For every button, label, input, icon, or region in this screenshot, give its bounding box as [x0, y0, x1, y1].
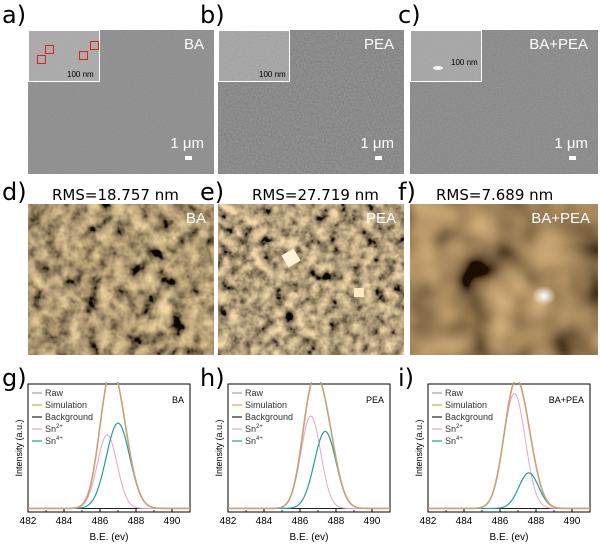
panel-label-b: b): [200, 1, 225, 29]
x-tick-label: 490: [564, 516, 581, 527]
sem-image-ba-pea: 100 nm BA+PEA 1 μm: [410, 30, 598, 174]
roi-marker: [90, 41, 99, 50]
roi-marker: [45, 45, 54, 54]
plot-frame: [227, 383, 391, 513]
scale-bar: [375, 156, 382, 160]
inset-scale-label: 100 nm: [451, 58, 478, 67]
scale-bar-label: 1 μm: [360, 135, 394, 152]
panel-label-e: e): [200, 178, 225, 206]
sem-inset-ba: 100 nm: [28, 30, 100, 82]
sem-image-pea: 100 nm PEA 1 μm: [218, 30, 404, 174]
afm-topography: [218, 204, 404, 355]
scale-bar: [569, 156, 576, 160]
series-sn4: [428, 472, 590, 510]
legend-label: Simulation: [445, 400, 487, 410]
x-tick-label: 484: [256, 516, 273, 527]
sem-sample-tag: BA+PEA: [529, 36, 588, 53]
x-axis-label: B.E. (ev): [290, 532, 329, 543]
series-simulation: [28, 382, 190, 509]
x-tick-label: 484: [456, 516, 473, 527]
legend-label: Simulation: [45, 400, 87, 410]
afm-sample-tag: BA+PEA: [531, 210, 590, 227]
rms-label-pea: RMS=27.719 nm: [252, 186, 379, 204]
y-axis-label: Intensity (a.u.): [214, 419, 224, 476]
xps-chart-ba: 482 484 486 488 490 B.E. (ev) Intensity (a.u.)…: [14, 382, 191, 543]
chart-title: BA+PEA: [549, 395, 584, 405]
x-tick-label: 490: [164, 516, 181, 527]
plot-frame: [27, 383, 191, 513]
sem-inset-ba-pea: 100 nm: [410, 30, 482, 82]
x-tick-label: 484: [56, 516, 73, 527]
legend-label: Raw: [245, 388, 264, 398]
x-tick-label: 486: [92, 516, 109, 527]
inset-scale-label: 100 nm: [259, 70, 286, 79]
sem-inset-pea: 100 nm: [218, 30, 290, 82]
rms-label-ba: RMS=18.757 nm: [52, 186, 179, 204]
x-tick-label: 482: [20, 516, 37, 527]
sem-texture: [28, 30, 214, 174]
series-sn2: [428, 392, 590, 509]
roi-marker: [37, 55, 46, 64]
legend-label: Sn2+: [445, 424, 463, 434]
sem-sample-tag: PEA: [363, 36, 394, 53]
panel-label-d: d): [2, 178, 27, 206]
x-axis-label: B.E. (ev): [90, 532, 129, 543]
afm-topography: [410, 204, 598, 355]
legend-label: Background: [445, 412, 493, 422]
xps-chart-pea: 482 484 486 488 490 B.E. (ev) Intensity (a.u.)…: [214, 382, 391, 543]
series-simulation: [428, 382, 590, 509]
legend-label: Simulation: [245, 400, 287, 410]
plot-frame: [427, 383, 591, 513]
scale-bar-label: 1 μm: [170, 135, 204, 152]
y-axis-label: Intensity (a.u.): [414, 419, 424, 476]
legend-label: Background: [245, 412, 293, 422]
roi-marker: [79, 51, 88, 60]
y-axis-label: Intensity (a.u.): [14, 419, 24, 476]
afm-image-ba: BA: [28, 204, 214, 355]
legend-label: Sn2+: [245, 424, 263, 434]
x-tick-label: 482: [420, 516, 437, 527]
afm-image-pea: PEA: [218, 204, 404, 355]
scale-bar: [185, 156, 192, 160]
panel-label-a: a): [2, 1, 27, 29]
legend-label: Background: [45, 412, 93, 422]
x-tick-label: 488: [528, 516, 545, 527]
chart-title: PEA: [366, 395, 384, 405]
sem-sample-tag: BA: [183, 36, 204, 53]
panel-label-i: i): [398, 364, 415, 392]
sem-texture: [218, 30, 404, 174]
x-tick-label: 482: [220, 516, 237, 527]
rms-label-ba-pea: RMS=7.689 nm: [436, 186, 554, 204]
panel-label-g: g): [2, 364, 27, 392]
x-tick-label: 488: [328, 516, 345, 527]
legend-label: Raw: [445, 388, 464, 398]
x-tick-label: 486: [492, 516, 509, 527]
legend-label: Sn4+: [45, 436, 63, 446]
legend-label: Raw: [45, 388, 64, 398]
x-tick-label: 486: [292, 516, 309, 527]
afm-image-ba-pea: BA+PEA: [410, 204, 598, 355]
legend-label: Sn4+: [445, 436, 463, 446]
x-tick-label: 488: [128, 516, 145, 527]
panel-label-h: h): [200, 364, 225, 392]
xps-chart-ba-pea: 482 484 486 488 490 B.E. (ev) Intensity (a.u.)…: [414, 382, 591, 543]
afm-sample-tag: BA: [185, 210, 206, 227]
scale-bar-label: 1 μm: [554, 135, 588, 152]
afm-topography: [28, 204, 214, 355]
inset-scale-label: 100 nm: [67, 70, 94, 79]
series-simulation: [228, 382, 390, 509]
sem-image-ba: 100 nm BA 1 μm: [28, 30, 214, 174]
x-tick-label: 490: [364, 516, 381, 527]
afm-sample-tag: PEA: [365, 210, 396, 227]
chart-title: BA: [172, 395, 184, 405]
legend-label: Sn4+: [245, 436, 263, 446]
panel-label-c: c): [398, 1, 421, 29]
legend-label: Sn2+: [45, 424, 63, 434]
panel-label-f: f): [398, 178, 416, 206]
x-axis-label: B.E. (ev): [490, 532, 529, 543]
